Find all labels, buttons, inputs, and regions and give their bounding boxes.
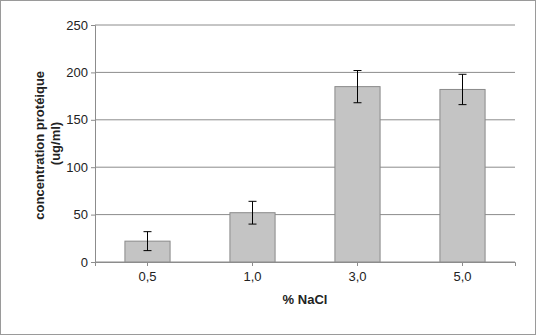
error-bar-line xyxy=(144,250,152,251)
error-bar-line xyxy=(459,104,467,105)
error-bar-line xyxy=(459,74,467,75)
y-tick-label: 0 xyxy=(81,255,88,270)
error-bar-line xyxy=(252,201,253,224)
y-tick: 200 xyxy=(66,65,95,80)
y-tick: 150 xyxy=(66,112,95,127)
x-axis: 0,5 1,0 3,0 5,0 xyxy=(96,262,516,284)
x-tick-mark xyxy=(462,262,463,266)
y-tick: 250 xyxy=(66,18,95,33)
error-bar xyxy=(144,232,152,251)
x-tick: 0,5 xyxy=(138,262,156,284)
error-bar-line xyxy=(249,224,257,225)
x-axis-line xyxy=(96,263,516,267)
bar xyxy=(440,89,485,262)
y-tick-mark xyxy=(91,72,95,73)
x-tick-label: 5,0 xyxy=(453,269,471,284)
y-tick-mark xyxy=(91,120,95,121)
chart: 0 50 100 150 200 250 0,5 1,0 3,0 5,0 % NaCl concent… xyxy=(0,0,536,335)
error-bar xyxy=(459,74,467,104)
y-tick-mark xyxy=(91,215,95,216)
error-bar xyxy=(354,71,362,103)
grid xyxy=(95,25,515,262)
x-tick-label: 0,5 xyxy=(138,269,156,284)
y-tick-mark xyxy=(91,25,95,26)
x-tick-label: 1,0 xyxy=(243,269,261,284)
x-tick-mark xyxy=(252,262,253,266)
y-tick-label: 200 xyxy=(66,65,88,80)
x-tick-label: 3,0 xyxy=(348,269,366,284)
bar xyxy=(335,87,380,262)
x-axis-title: % NaCl xyxy=(283,292,328,307)
error-bar-line xyxy=(462,74,463,104)
y-tick-label: 50 xyxy=(74,207,88,222)
error-bar-line xyxy=(354,70,362,71)
y-tick-mark xyxy=(91,167,95,168)
x-tick: 3,0 xyxy=(348,262,366,284)
error-bar-line xyxy=(144,231,152,232)
error-bar-line xyxy=(249,201,257,202)
error-bar-line xyxy=(354,102,362,103)
y-axis-line xyxy=(91,26,96,263)
y-tick-label: 150 xyxy=(66,112,88,127)
x-tick: 5,0 xyxy=(453,262,471,284)
x-tick-mark xyxy=(147,262,148,266)
y-tick-label: 250 xyxy=(66,18,88,33)
error-bar xyxy=(249,201,257,224)
error-bar-line xyxy=(147,232,148,251)
y-tick-mark xyxy=(91,262,95,263)
plot-area xyxy=(125,71,485,262)
grid-line xyxy=(95,25,515,26)
y-tick: 0 xyxy=(81,255,95,270)
y-tick: 100 xyxy=(66,160,95,175)
y-axis-title: concentration protéique (ug/ml) xyxy=(32,67,63,219)
y-axis: 0 50 100 150 200 250 xyxy=(66,18,95,270)
error-bar-line xyxy=(357,71,358,103)
x-tick: 1,0 xyxy=(243,262,261,284)
frame xyxy=(1,1,536,335)
y-tick: 50 xyxy=(74,207,95,222)
grid-line xyxy=(95,72,515,73)
x-tick-mark xyxy=(357,262,358,266)
y-tick-label: 100 xyxy=(66,160,88,175)
